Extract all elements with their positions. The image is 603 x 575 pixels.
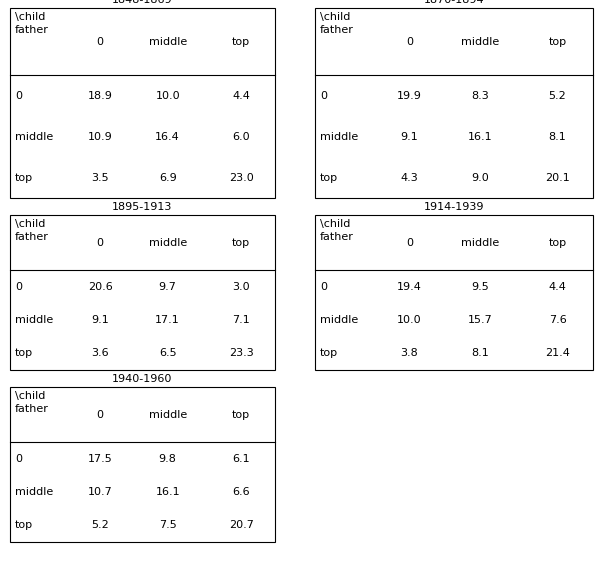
Text: 0: 0 bbox=[96, 37, 104, 47]
Text: 8.3: 8.3 bbox=[472, 91, 489, 101]
Text: top: top bbox=[320, 348, 338, 358]
Text: top: top bbox=[320, 172, 338, 183]
Bar bbox=[10, 215, 275, 370]
Text: middle: middle bbox=[148, 409, 187, 420]
Text: 0: 0 bbox=[15, 91, 22, 101]
Text: top: top bbox=[15, 348, 33, 358]
Text: 0: 0 bbox=[96, 237, 104, 247]
Text: 23.0: 23.0 bbox=[229, 172, 254, 183]
Text: 3.0: 3.0 bbox=[232, 282, 250, 292]
Text: 18.9: 18.9 bbox=[87, 91, 113, 101]
Text: 8.1: 8.1 bbox=[472, 348, 489, 358]
Text: 1895-1913: 1895-1913 bbox=[112, 202, 172, 212]
Text: 9.1: 9.1 bbox=[400, 132, 418, 141]
Text: 7.1: 7.1 bbox=[232, 315, 250, 325]
Text: middle: middle bbox=[15, 487, 53, 497]
Bar bbox=[315, 8, 593, 198]
Text: top: top bbox=[15, 520, 33, 530]
Text: 20.6: 20.6 bbox=[87, 282, 113, 292]
Text: 6.6: 6.6 bbox=[232, 487, 250, 497]
Text: 7.5: 7.5 bbox=[159, 520, 177, 530]
Text: 10.0: 10.0 bbox=[156, 91, 180, 101]
Text: 7.6: 7.6 bbox=[549, 315, 566, 325]
Text: 1914-1939: 1914-1939 bbox=[424, 202, 484, 212]
Text: \child
father: \child father bbox=[15, 219, 49, 242]
Text: 19.4: 19.4 bbox=[397, 282, 422, 292]
Text: 4.4: 4.4 bbox=[549, 282, 566, 292]
Text: 0: 0 bbox=[15, 282, 22, 292]
Text: 20.7: 20.7 bbox=[229, 520, 254, 530]
Bar bbox=[315, 215, 593, 370]
Text: 20.1: 20.1 bbox=[545, 172, 570, 183]
Text: 16.1: 16.1 bbox=[156, 487, 180, 497]
Text: 9.8: 9.8 bbox=[159, 454, 177, 463]
Text: 9.1: 9.1 bbox=[91, 315, 109, 325]
Text: top: top bbox=[549, 237, 567, 247]
Text: 9.7: 9.7 bbox=[159, 282, 177, 292]
Text: top: top bbox=[232, 237, 250, 247]
Text: 1870-1894: 1870-1894 bbox=[424, 0, 484, 5]
Text: 9.5: 9.5 bbox=[472, 282, 489, 292]
Text: 8.1: 8.1 bbox=[549, 132, 566, 141]
Text: 6.1: 6.1 bbox=[232, 454, 250, 463]
Text: 15.7: 15.7 bbox=[468, 315, 493, 325]
Text: top: top bbox=[549, 37, 567, 47]
Text: \child
father: \child father bbox=[320, 219, 354, 242]
Text: 1848-1869: 1848-1869 bbox=[112, 0, 173, 5]
Text: 4.3: 4.3 bbox=[400, 172, 418, 183]
Text: middle: middle bbox=[461, 37, 499, 47]
Text: 5.2: 5.2 bbox=[91, 520, 109, 530]
Text: 0: 0 bbox=[15, 454, 22, 463]
Text: 1940-1960: 1940-1960 bbox=[112, 374, 172, 384]
Text: 23.3: 23.3 bbox=[229, 348, 254, 358]
Text: 0: 0 bbox=[406, 237, 413, 247]
Text: top: top bbox=[232, 409, 250, 420]
Text: 0: 0 bbox=[96, 409, 104, 420]
Text: 6.0: 6.0 bbox=[232, 132, 250, 141]
Text: 0: 0 bbox=[406, 37, 413, 47]
Text: 10.0: 10.0 bbox=[397, 315, 422, 325]
Text: \child
father: \child father bbox=[320, 12, 354, 35]
Text: 16.1: 16.1 bbox=[468, 132, 493, 141]
Text: 16.4: 16.4 bbox=[156, 132, 180, 141]
Bar bbox=[10, 387, 275, 542]
Text: top: top bbox=[15, 172, 33, 183]
Text: 5.2: 5.2 bbox=[549, 91, 566, 101]
Text: \child
father: \child father bbox=[15, 12, 49, 35]
Text: 3.8: 3.8 bbox=[400, 348, 418, 358]
Text: middle: middle bbox=[320, 132, 358, 141]
Text: 10.9: 10.9 bbox=[87, 132, 113, 141]
Text: 17.5: 17.5 bbox=[87, 454, 113, 463]
Text: \child
father: \child father bbox=[15, 391, 49, 414]
Text: 6.9: 6.9 bbox=[159, 172, 177, 183]
Text: middle: middle bbox=[15, 132, 53, 141]
Text: 4.4: 4.4 bbox=[232, 91, 250, 101]
Text: 3.6: 3.6 bbox=[91, 348, 109, 358]
Text: middle: middle bbox=[148, 237, 187, 247]
Text: middle: middle bbox=[320, 315, 358, 325]
Text: 9.0: 9.0 bbox=[472, 172, 489, 183]
Text: 6.5: 6.5 bbox=[159, 348, 177, 358]
Text: 21.4: 21.4 bbox=[545, 348, 570, 358]
Text: 0: 0 bbox=[320, 282, 327, 292]
Text: middle: middle bbox=[15, 315, 53, 325]
Text: 17.1: 17.1 bbox=[156, 315, 180, 325]
Bar bbox=[10, 8, 275, 198]
Text: 3.5: 3.5 bbox=[91, 172, 109, 183]
Text: middle: middle bbox=[148, 37, 187, 47]
Text: 19.9: 19.9 bbox=[397, 91, 422, 101]
Text: middle: middle bbox=[461, 237, 499, 247]
Text: top: top bbox=[232, 37, 250, 47]
Text: 0: 0 bbox=[320, 91, 327, 101]
Text: 10.7: 10.7 bbox=[87, 487, 113, 497]
